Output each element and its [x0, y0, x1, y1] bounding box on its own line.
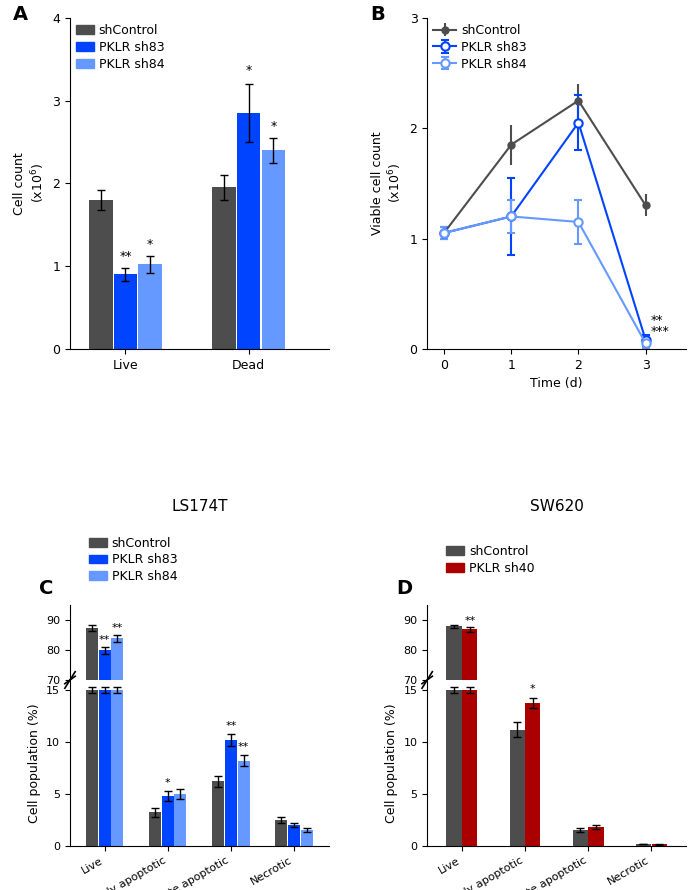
Text: **: ** [119, 250, 132, 263]
Text: D: D [396, 579, 412, 598]
Y-axis label: Cell count
(x10$^6$): Cell count (x10$^6$) [13, 152, 47, 214]
Y-axis label: Viable cell count
(x10$^6$): Viable cell count (x10$^6$) [370, 132, 404, 235]
Text: **: ** [99, 635, 111, 645]
Legend: shControl, PKLR sh83, PKLR sh84: shControl, PKLR sh83, PKLR sh84 [76, 24, 164, 70]
Bar [237, 113, 260, 349]
Legend: shControl, PKLR sh83, PKLR sh84: shControl, PKLR sh83, PKLR sh84 [433, 24, 526, 70]
Bar [139, 264, 162, 349]
Bar [288, 825, 300, 846]
Legend: shControl, PKLR sh40: shControl, PKLR sh40 [447, 545, 535, 575]
Text: B: B [370, 4, 385, 23]
Text: **: ** [112, 624, 123, 634]
Text: *: * [270, 120, 276, 133]
Bar [447, 627, 461, 888]
Text: C: C [39, 579, 53, 598]
Bar [510, 730, 525, 846]
Bar [589, 827, 603, 846]
Text: **: ** [238, 742, 249, 752]
Bar [149, 813, 161, 846]
Title: SW620: SW620 [530, 499, 584, 514]
Text: *: * [246, 64, 252, 77]
Bar [86, 691, 98, 845]
Bar [447, 691, 461, 845]
Bar [262, 150, 285, 349]
Bar [99, 651, 111, 888]
Y-axis label: Cell population (%): Cell population (%) [28, 703, 41, 822]
Bar [174, 794, 186, 846]
Bar [573, 830, 588, 845]
Text: **: ** [464, 616, 475, 626]
Text: A: A [13, 4, 28, 23]
Bar [111, 691, 123, 845]
Bar [636, 844, 651, 845]
Bar [212, 188, 236, 349]
Bar [525, 703, 540, 846]
Bar [276, 820, 288, 846]
Bar [162, 796, 174, 845]
Bar [99, 691, 111, 845]
X-axis label: Time (d): Time (d) [531, 377, 583, 390]
Legend: shControl, PKLR sh83, PKLR sh84: shControl, PKLR sh83, PKLR sh84 [89, 537, 177, 583]
Bar [462, 691, 477, 845]
Text: **: ** [651, 314, 664, 327]
Bar [462, 629, 477, 888]
Bar [111, 638, 123, 888]
Text: *: * [165, 778, 171, 788]
Bar [89, 200, 113, 349]
Text: *: * [530, 684, 536, 694]
Text: ***: *** [651, 325, 670, 338]
Bar [212, 781, 224, 845]
Title: LS174T: LS174T [172, 499, 228, 514]
Bar [86, 627, 98, 888]
Text: *: * [147, 239, 153, 251]
Bar [114, 274, 137, 349]
Bar [237, 761, 250, 845]
Bar [652, 845, 666, 846]
Text: **: ** [225, 721, 237, 731]
Bar [225, 740, 237, 845]
Y-axis label: Cell population (%): Cell population (%) [385, 703, 398, 822]
Bar [301, 830, 313, 845]
